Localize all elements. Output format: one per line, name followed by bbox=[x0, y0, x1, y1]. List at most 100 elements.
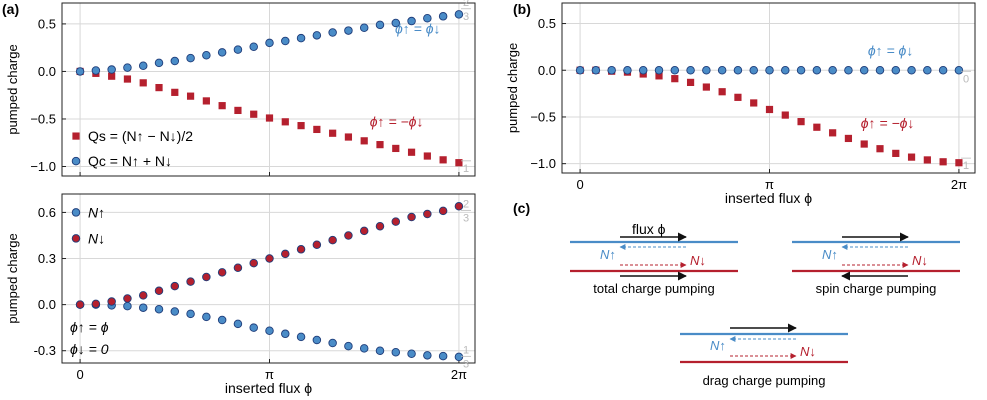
data-point-circle bbox=[344, 341, 353, 351]
data-point-circle bbox=[249, 42, 258, 51]
n-down-label: N↓ bbox=[800, 344, 816, 359]
data-point-circle bbox=[154, 58, 164, 68]
data-point-circle bbox=[344, 26, 353, 35]
y-tick-label: 0.0 bbox=[38, 64, 56, 79]
chart-b: −1.0 −0.5 0.0 0.5 0 π 2π pumped charge inserted … bbox=[505, 2, 976, 206]
data-point-square bbox=[844, 134, 853, 143]
panel-label-b: (b) bbox=[513, 1, 531, 17]
data-point-circle bbox=[375, 20, 385, 30]
legend-label: N↑ bbox=[88, 204, 105, 220]
data-point-circle bbox=[454, 10, 464, 19]
x-tick-label: 0 bbox=[76, 367, 83, 382]
plot-frame bbox=[561, 2, 976, 174]
data-point-circle bbox=[107, 297, 116, 306]
data-point-circle bbox=[217, 315, 227, 325]
data-point-circle bbox=[107, 65, 116, 74]
data-point-circle bbox=[138, 303, 148, 312]
data-point-circle bbox=[423, 351, 432, 360]
data-point-circle bbox=[907, 66, 916, 75]
legend-label: N↓ bbox=[88, 230, 105, 246]
data-point-square bbox=[171, 88, 179, 96]
data-point-circle bbox=[328, 338, 337, 348]
series-annotation: ϕ↑ = ϕ↓ bbox=[395, 20, 441, 36]
data-point-square bbox=[860, 140, 868, 148]
diagram-spin-charge-pumping: N↑ N↓ spin charge pumping bbox=[792, 232, 960, 296]
data-point-square bbox=[123, 75, 132, 83]
data-point-circle bbox=[875, 66, 885, 75]
data-point-circle bbox=[249, 323, 258, 332]
data-point-circle bbox=[623, 66, 632, 75]
fraction-denominator: 1 bbox=[463, 163, 469, 175]
series-annotation: ϕ↑ = ϕ↓ bbox=[868, 42, 914, 58]
condition-line: ϕ↓ = 0 bbox=[70, 341, 109, 357]
data-point-square bbox=[939, 158, 947, 166]
data-point-square bbox=[439, 156, 447, 164]
data-point-square bbox=[297, 122, 305, 130]
data-point-circle bbox=[575, 66, 585, 75]
data-point-circle bbox=[202, 272, 211, 282]
data-point-square bbox=[907, 153, 916, 161]
data-point-circle bbox=[138, 291, 148, 300]
data-point-circle bbox=[281, 36, 290, 46]
data-point-circle bbox=[375, 346, 385, 355]
data-point-circle bbox=[438, 206, 448, 216]
data-point-square bbox=[329, 129, 337, 137]
data-point-square bbox=[892, 149, 900, 157]
y-axis-label: pumped charge bbox=[5, 233, 20, 323]
data-point-circle bbox=[407, 212, 416, 222]
y-tick-label: −0.5 bbox=[30, 111, 56, 126]
data-point-square bbox=[281, 118, 289, 126]
series-annotation: ϕ↑ = −ϕ↓ bbox=[370, 114, 424, 130]
data-point-square bbox=[313, 125, 321, 134]
data-point-circle bbox=[281, 329, 290, 339]
data-point-circle bbox=[170, 307, 180, 316]
y-tick-label: 0.5 bbox=[538, 16, 556, 31]
data-point-circle bbox=[733, 66, 743, 75]
y-tick-label: -0.3 bbox=[34, 343, 56, 358]
n-down-label: N↓ bbox=[690, 253, 706, 268]
fraction-denominator: 1 bbox=[963, 160, 969, 172]
data-point-circle bbox=[281, 249, 290, 259]
plot-frame bbox=[61, 2, 476, 177]
data-point-square bbox=[265, 114, 274, 122]
chart-a-bottom: -0.3 0.0 0.3 0.6 0 π 2π pumped charge inserted f… bbox=[5, 193, 476, 396]
series-annotation: ϕ↑ = −ϕ↓ bbox=[861, 115, 915, 131]
fraction-numerator: 2 bbox=[463, 0, 469, 9]
data-point-circle bbox=[749, 66, 758, 75]
data-point-circle bbox=[796, 66, 806, 75]
legend-marker-circle bbox=[71, 156, 81, 166]
data-point-circle bbox=[359, 226, 369, 236]
x-tick-label: 2π bbox=[451, 367, 467, 382]
n-up-label: N↑ bbox=[600, 247, 616, 262]
fraction-denominator: 3 bbox=[463, 11, 469, 23]
data-point-circle bbox=[781, 66, 790, 75]
data-point-circle bbox=[923, 66, 932, 75]
data-point-circle bbox=[423, 209, 432, 219]
data-point-circle bbox=[91, 66, 101, 75]
data-point-circle bbox=[812, 66, 822, 75]
data-point-circle bbox=[391, 18, 401, 28]
n-down-label: N↓ bbox=[912, 253, 928, 268]
caption-total: total charge pumping bbox=[593, 281, 714, 296]
fraction-numerator: 2 bbox=[463, 198, 469, 210]
data-point-circle bbox=[233, 319, 243, 329]
diagram-drag-charge-pumping: N↑ N↓ drag charge pumping bbox=[680, 323, 848, 388]
data-point-square bbox=[829, 129, 837, 137]
data-point-circle bbox=[423, 13, 432, 23]
data-point-square bbox=[139, 79, 147, 87]
fraction-denominator: 0 bbox=[963, 73, 969, 85]
y-tick-label: 0.3 bbox=[38, 251, 56, 266]
data-point-circle bbox=[296, 245, 306, 254]
data-point-circle bbox=[170, 281, 180, 291]
plot-frame bbox=[61, 193, 476, 364]
data-point-circle bbox=[638, 66, 648, 75]
data-point-square bbox=[765, 105, 774, 114]
data-point-square bbox=[155, 83, 163, 92]
data-point-square bbox=[234, 106, 242, 115]
data-point-circle bbox=[233, 263, 243, 272]
data-point-square bbox=[407, 148, 416, 156]
data-point-circle bbox=[186, 309, 195, 319]
data-point-circle bbox=[265, 326, 274, 335]
legend-marker-circle bbox=[71, 208, 81, 217]
legend-marker-square bbox=[72, 132, 80, 140]
